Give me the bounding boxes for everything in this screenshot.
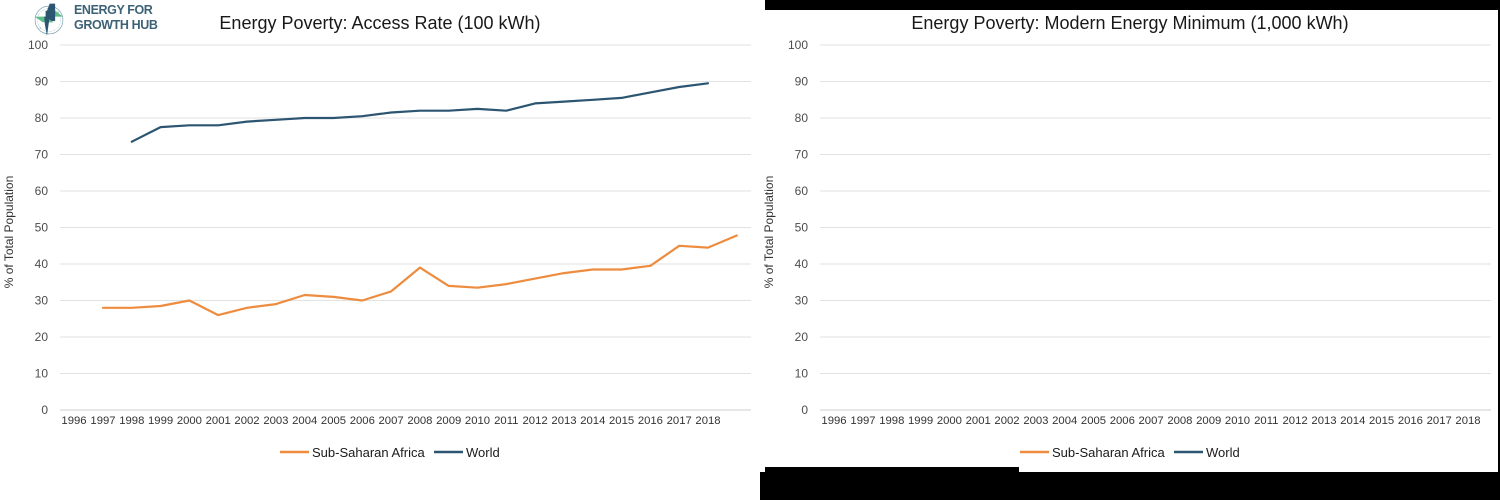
- svg-text:2005: 2005: [321, 415, 346, 427]
- svg-text:2011: 2011: [1254, 415, 1278, 427]
- svg-text:2006: 2006: [350, 415, 375, 427]
- svg-text:2003: 2003: [1023, 415, 1048, 427]
- svg-text:90: 90: [795, 75, 809, 89]
- svg-text:2002: 2002: [994, 415, 1019, 427]
- svg-text:1996: 1996: [821, 415, 846, 427]
- svg-text:% of Total Population: % of Total Population: [2, 176, 16, 289]
- svg-text:10: 10: [35, 367, 49, 381]
- svg-text:2008: 2008: [1167, 415, 1192, 427]
- svg-text:60: 60: [795, 184, 809, 198]
- svg-text:2011: 2011: [494, 415, 518, 427]
- svg-text:2018: 2018: [1455, 415, 1480, 427]
- svg-text:1998: 1998: [879, 415, 904, 427]
- svg-text:2012: 2012: [523, 415, 548, 427]
- svg-text:2016: 2016: [1398, 415, 1423, 427]
- svg-text:2007: 2007: [379, 415, 404, 427]
- svg-text:50: 50: [795, 221, 809, 235]
- svg-text:2007: 2007: [1139, 415, 1164, 427]
- svg-text:2016: 2016: [638, 415, 663, 427]
- svg-text:2015: 2015: [609, 415, 634, 427]
- svg-text:20: 20: [795, 330, 809, 344]
- svg-text:2014: 2014: [580, 415, 605, 427]
- svg-text:80: 80: [35, 111, 49, 125]
- svg-text:70: 70: [35, 148, 49, 162]
- svg-text:World: World: [1206, 445, 1240, 460]
- svg-text:World: World: [466, 445, 500, 460]
- svg-text:2012: 2012: [1283, 415, 1308, 427]
- svg-text:1997: 1997: [90, 415, 115, 427]
- svg-text:2000: 2000: [937, 415, 962, 427]
- svg-text:Sub-Saharan Africa: Sub-Saharan Africa: [1052, 445, 1166, 460]
- svg-text:2008: 2008: [407, 415, 432, 427]
- svg-text:2004: 2004: [292, 415, 317, 427]
- svg-text:2013: 2013: [551, 415, 576, 427]
- svg-text:2002: 2002: [234, 415, 259, 427]
- svg-text:2014: 2014: [1340, 415, 1365, 427]
- svg-text:20: 20: [35, 330, 49, 344]
- svg-text:2017: 2017: [667, 415, 692, 427]
- svg-text:1999: 1999: [908, 415, 933, 427]
- svg-text:30: 30: [795, 294, 809, 308]
- svg-text:30: 30: [35, 294, 49, 308]
- svg-text:2018: 2018: [695, 415, 720, 427]
- svg-text:2013: 2013: [1311, 415, 1336, 427]
- svg-text:40: 40: [35, 257, 49, 271]
- svg-text:10: 10: [795, 367, 809, 381]
- svg-text:80: 80: [795, 111, 809, 125]
- svg-text:2010: 2010: [1225, 415, 1250, 427]
- svg-text:Sub-Saharan Africa: Sub-Saharan Africa: [312, 445, 426, 460]
- svg-text:100: 100: [788, 38, 808, 52]
- svg-text:2010: 2010: [465, 415, 490, 427]
- svg-text:2001: 2001: [206, 415, 231, 427]
- svg-text:2000: 2000: [177, 415, 202, 427]
- svg-text:90: 90: [35, 75, 49, 89]
- svg-text:0: 0: [801, 403, 808, 417]
- svg-text:1999: 1999: [148, 415, 173, 427]
- svg-text:2003: 2003: [263, 415, 288, 427]
- svg-text:2005: 2005: [1081, 415, 1106, 427]
- svg-text:1996: 1996: [61, 415, 86, 427]
- svg-text:0: 0: [41, 403, 48, 417]
- svg-text:50: 50: [35, 221, 49, 235]
- svg-text:2001: 2001: [966, 415, 991, 427]
- svg-text:40: 40: [795, 257, 809, 271]
- svg-text:2017: 2017: [1427, 415, 1452, 427]
- svg-text:60: 60: [35, 184, 49, 198]
- svg-text:70: 70: [795, 148, 809, 162]
- svg-text:2004: 2004: [1052, 415, 1077, 427]
- svg-text:100: 100: [28, 38, 48, 52]
- svg-text:2006: 2006: [1110, 415, 1135, 427]
- svg-text:2009: 2009: [1196, 415, 1221, 427]
- svg-text:1997: 1997: [850, 415, 875, 427]
- svg-text:% of Total Population: % of Total Population: [762, 176, 776, 289]
- svg-text:2009: 2009: [436, 415, 461, 427]
- svg-text:2015: 2015: [1369, 415, 1394, 427]
- svg-text:1998: 1998: [119, 415, 144, 427]
